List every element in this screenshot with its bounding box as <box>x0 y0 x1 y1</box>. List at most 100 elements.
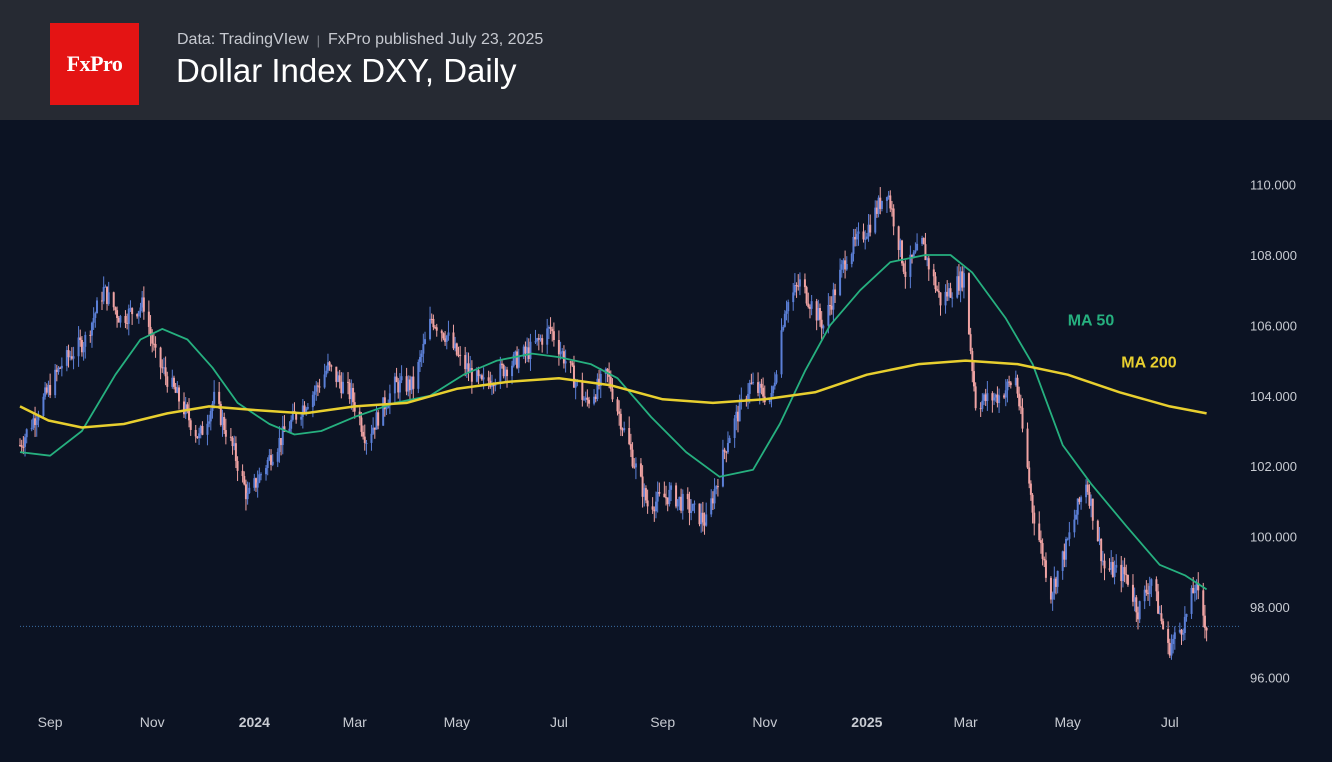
candle-body <box>932 269 935 277</box>
price-chart[interactable]: 96.000 98.000 100.000 102.000 104.000 106.000… <box>0 120 1332 762</box>
candle-body <box>106 286 109 304</box>
candle-body <box>1033 512 1036 524</box>
candle-body <box>25 429 28 438</box>
x-tick-label: Sep <box>38 714 63 730</box>
candle-body <box>527 347 530 360</box>
candle-body <box>1185 613 1188 617</box>
candle-body <box>1054 578 1057 587</box>
candle-body <box>701 512 704 523</box>
candle-body <box>885 197 888 201</box>
candle-body <box>572 365 575 388</box>
candle-body <box>457 354 460 356</box>
candle-body <box>1195 583 1198 591</box>
candle-body <box>94 313 97 318</box>
candle-body <box>678 496 681 500</box>
candle-body <box>253 478 256 488</box>
candle-body <box>748 382 751 394</box>
candle-body <box>430 318 433 320</box>
candle-body <box>136 314 139 317</box>
candle-body <box>536 338 539 342</box>
candle-body <box>1202 590 1205 616</box>
candle-body <box>780 330 783 375</box>
candle-body <box>998 395 1001 404</box>
candle-body <box>782 326 785 331</box>
candle-body <box>382 397 385 426</box>
candle-body <box>979 408 982 410</box>
candle-body <box>1056 570 1059 587</box>
candle-body <box>808 306 811 309</box>
candle-body <box>596 378 599 400</box>
candle-body <box>901 240 904 264</box>
candle-body <box>619 413 622 430</box>
candle-body <box>246 492 249 500</box>
candle-body <box>815 301 818 321</box>
candle-body <box>502 365 505 377</box>
candle-body <box>949 288 952 298</box>
candle-body <box>60 365 63 369</box>
candle-body <box>516 351 519 368</box>
candle-body <box>1192 587 1195 594</box>
candle-body <box>899 240 902 250</box>
candle-body <box>218 391 221 404</box>
candle-body <box>1147 592 1150 595</box>
candle-body <box>188 409 191 421</box>
candle-body <box>651 506 654 510</box>
candle-body <box>1190 587 1193 614</box>
candle-body <box>840 264 843 270</box>
candle-body <box>912 252 915 258</box>
candle-body <box>711 498 714 504</box>
candle-body <box>598 378 601 387</box>
candle-body <box>1039 540 1042 544</box>
candle-body <box>1162 621 1165 630</box>
candle-body <box>571 362 574 366</box>
candle-body <box>47 385 50 393</box>
candle-body <box>117 317 120 323</box>
candle-body <box>233 443 236 447</box>
candle-body <box>758 383 761 393</box>
candle-body <box>854 236 857 240</box>
candle-body <box>1205 627 1208 631</box>
candle-body <box>1021 407 1024 429</box>
candle-body <box>892 208 895 227</box>
candle-body <box>865 236 868 239</box>
candle-body <box>857 231 860 234</box>
candle-body <box>300 416 303 420</box>
candle-body <box>1078 498 1081 502</box>
y-tick-label: 106.000 <box>1250 318 1297 333</box>
candle-body <box>994 394 997 398</box>
candle-body <box>147 311 150 327</box>
candle-body <box>680 496 683 511</box>
candle-body <box>1053 578 1056 594</box>
candle-body <box>208 421 211 424</box>
candle-body <box>161 367 164 369</box>
candle-body <box>1103 560 1106 569</box>
candle-body <box>37 415 40 421</box>
x-tick-label: Mar <box>954 714 978 730</box>
candle-body <box>643 488 646 497</box>
candle-body <box>686 493 689 500</box>
candle-body <box>653 509 656 512</box>
candle-body <box>224 430 227 437</box>
candle-body <box>561 351 564 353</box>
candle-body <box>151 335 154 344</box>
candle-body <box>196 436 199 439</box>
candle-body <box>914 250 917 253</box>
candle-body <box>407 379 410 392</box>
candle-body <box>845 264 848 270</box>
candle-body <box>229 436 232 438</box>
candle-body <box>429 318 432 340</box>
x-tick-label: 2025 <box>851 714 882 730</box>
candle-body <box>119 315 122 323</box>
candle-body <box>171 377 174 387</box>
candle-body <box>340 381 343 394</box>
candle-body <box>79 337 82 340</box>
candle-body <box>586 397 589 400</box>
candle-body <box>276 451 279 462</box>
candle-body <box>583 399 586 401</box>
candle-body <box>1086 484 1089 492</box>
candle-body <box>909 254 912 277</box>
candle-body <box>986 393 989 402</box>
candle-body <box>306 407 309 409</box>
candle-body <box>936 289 939 291</box>
candle-body <box>410 376 413 391</box>
